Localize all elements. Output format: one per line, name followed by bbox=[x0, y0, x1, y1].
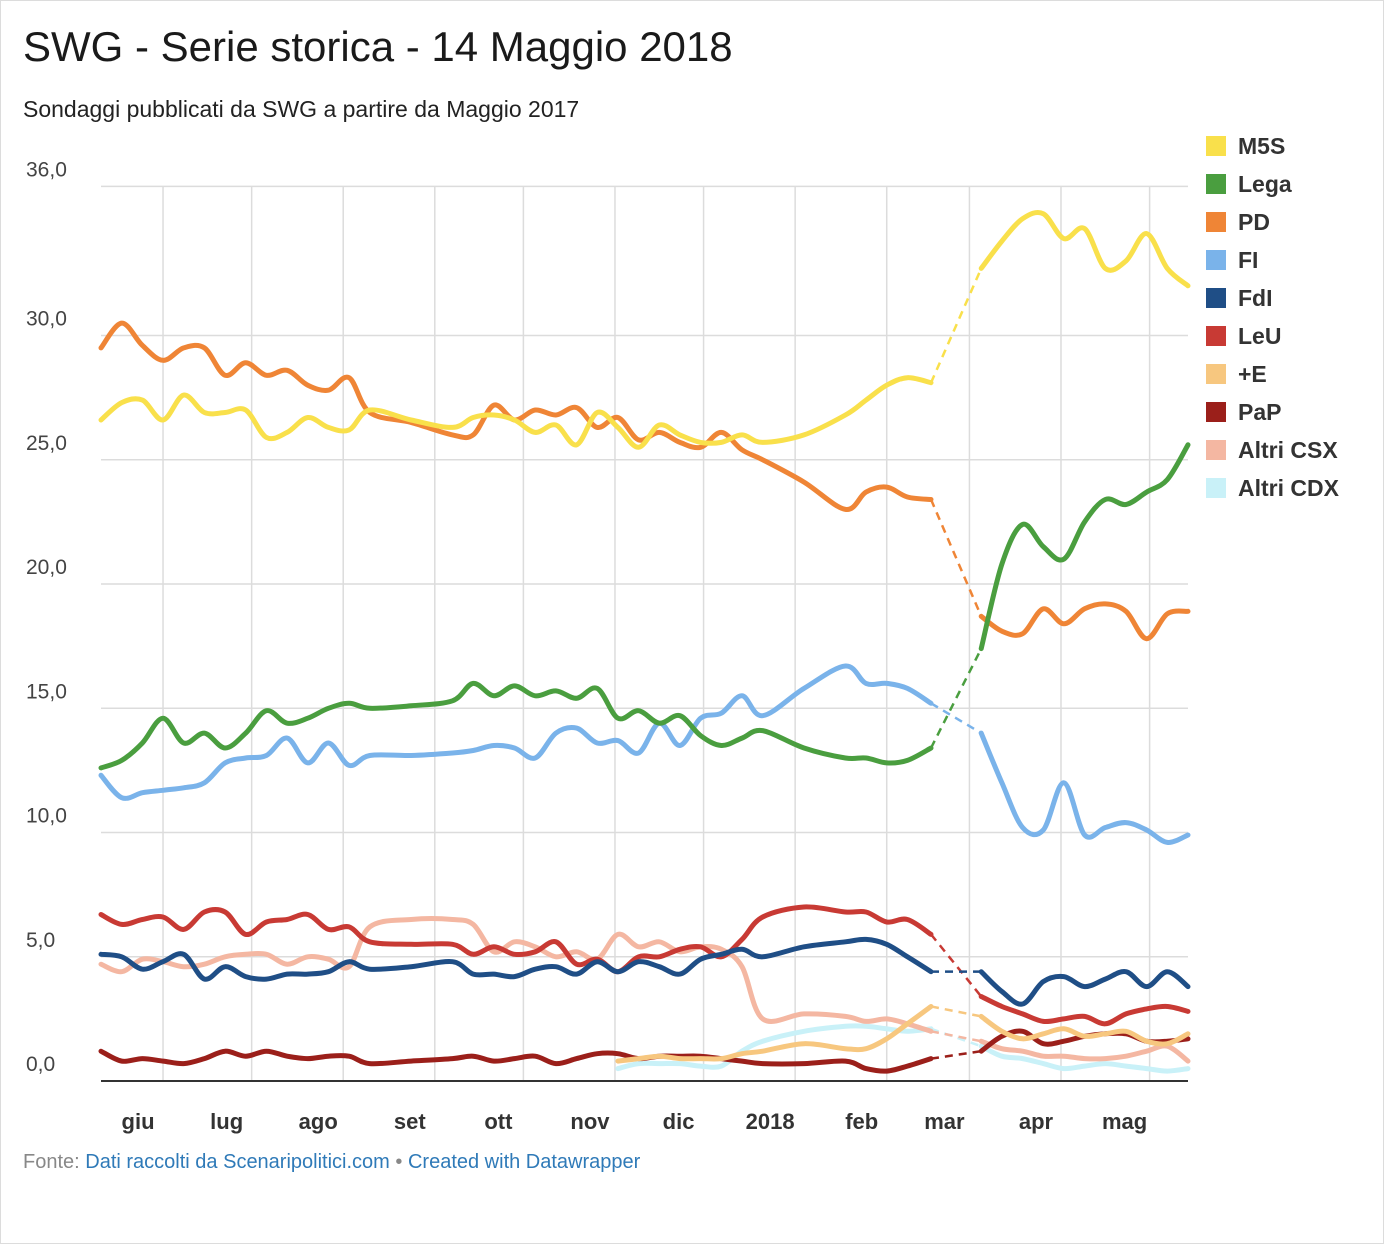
series-line-fdi bbox=[98, 936, 934, 982]
legend-label: LeU bbox=[1238, 322, 1282, 349]
gridlines bbox=[101, 185, 1188, 1081]
legend-swatch bbox=[1206, 402, 1226, 422]
series-line-m5s-after bbox=[978, 209, 1191, 289]
series-line-fi-after bbox=[978, 730, 1191, 845]
x-axis-ticks: giu lug ago set ott nov dic 2018 feb mar apr mag bbox=[122, 1109, 1148, 1134]
legend-swatch bbox=[1206, 288, 1226, 308]
legend-label: Altri CDX bbox=[1238, 474, 1339, 501]
series-gap-lega bbox=[929, 648, 983, 749]
legend-item-lega: Lega bbox=[1206, 165, 1339, 203]
series-gap-m5s bbox=[929, 267, 983, 384]
legend-item-e: +E bbox=[1206, 355, 1339, 393]
series-line-e-after bbox=[978, 1013, 1191, 1047]
x-tick-label: dic bbox=[663, 1109, 695, 1134]
legend-label: M5S bbox=[1238, 132, 1286, 159]
series-line-lega bbox=[98, 680, 934, 771]
series-line-fi bbox=[98, 663, 934, 801]
y-axis-ticks: 0,0 5,0 10,0 15,0 20,0 25,0 30,0 36,0 bbox=[26, 158, 67, 1076]
footer: Fonte: Dati raccolti da Scenaripolitici.… bbox=[23, 1151, 640, 1174]
x-tick-label: ott bbox=[484, 1109, 513, 1134]
legend-swatch bbox=[1206, 478, 1226, 498]
legend-label: Lega bbox=[1238, 170, 1292, 197]
y-tick-label: 0,0 bbox=[26, 1053, 55, 1076]
series-line-leu bbox=[98, 904, 934, 975]
legend-item-pap: PaP bbox=[1206, 393, 1339, 431]
footer-prefix: Fonte: bbox=[23, 1151, 80, 1173]
x-tick-label: set bbox=[394, 1109, 426, 1134]
series-line-altri-cdx-after bbox=[978, 1043, 1191, 1074]
x-tick-label: apr bbox=[1019, 1109, 1054, 1134]
series-lines bbox=[98, 209, 1191, 1074]
series-line-pd-after bbox=[978, 601, 1191, 642]
series-gap-altri-cdx bbox=[930, 1027, 982, 1048]
series-gap-fi bbox=[930, 702, 982, 735]
footer-separator: • bbox=[395, 1151, 403, 1173]
legend-swatch bbox=[1206, 364, 1226, 384]
x-tick-label: 2018 bbox=[746, 1109, 795, 1134]
legend-item-altri-cdx: Altri CDX bbox=[1206, 469, 1339, 507]
legend-item-altri-csx: Altri CSX bbox=[1206, 431, 1339, 469]
series-line-fdi-after bbox=[978, 969, 1191, 1007]
chart-subtitle: Sondaggi pubblicati da SWG a partire da … bbox=[23, 96, 580, 122]
x-tick-label: lug bbox=[210, 1109, 243, 1134]
legend-item-leu: LeU bbox=[1206, 317, 1339, 355]
legend-label: PD bbox=[1238, 208, 1270, 235]
legend-item-fi: FI bbox=[1206, 241, 1339, 279]
x-tick-label: giu bbox=[122, 1109, 155, 1134]
y-tick-label: 25,0 bbox=[26, 432, 67, 455]
line-chart: 0,0 5,0 10,0 15,0 20,0 25,0 30,0 36,0 giu lug ago… bbox=[26, 158, 1191, 1134]
legend-label: PaP bbox=[1238, 398, 1282, 425]
series-line-e bbox=[615, 1004, 934, 1064]
legend-label: FI bbox=[1238, 246, 1259, 273]
series-line-altri-cdx bbox=[615, 1023, 934, 1072]
legend-label: +E bbox=[1238, 360, 1267, 387]
x-tick-label: nov bbox=[570, 1109, 610, 1134]
y-tick-label: 10,0 bbox=[26, 805, 67, 828]
legend-item-m5s: M5S bbox=[1206, 127, 1339, 165]
legend-swatch bbox=[1206, 326, 1226, 346]
x-tick-label: ago bbox=[299, 1109, 338, 1134]
x-tick-label: mar bbox=[924, 1109, 965, 1134]
series-line-altri-csx bbox=[98, 916, 934, 1034]
y-tick-label: 5,0 bbox=[26, 929, 55, 952]
series-gap-e bbox=[930, 1005, 982, 1018]
series-line-lega-after bbox=[978, 442, 1191, 652]
series-gap-pap bbox=[930, 1049, 982, 1060]
series-line-pap bbox=[98, 1048, 934, 1074]
legend-label: Altri CSX bbox=[1238, 436, 1338, 463]
x-tick-label: feb bbox=[845, 1109, 878, 1134]
series-line-m5s bbox=[98, 375, 934, 450]
series-gap-leu bbox=[930, 933, 983, 998]
source-link[interactable]: Dati raccolti da Scenaripolitici.com bbox=[85, 1151, 390, 1173]
legend-swatch bbox=[1206, 250, 1226, 270]
series-line-leu-after bbox=[978, 994, 1191, 1027]
credit-link[interactable]: Created with Datawrapper bbox=[407, 1151, 641, 1173]
chart-title: SWG - Serie storica - 14 Maggio 2018 bbox=[23, 23, 733, 70]
legend-swatch bbox=[1206, 136, 1226, 156]
y-tick-label: 36,0 bbox=[26, 158, 67, 181]
series-gap-pd bbox=[929, 499, 983, 617]
legend-swatch bbox=[1206, 174, 1226, 194]
legend: M5S Lega PD FI FdI LeU +E PaP Altri CSX Altri CDX bbox=[1206, 127, 1339, 507]
y-tick-label: 30,0 bbox=[26, 308, 67, 331]
legend-label: FdI bbox=[1238, 284, 1273, 311]
y-tick-label: 20,0 bbox=[26, 556, 67, 579]
legend-item-pd: PD bbox=[1206, 203, 1339, 241]
legend-swatch bbox=[1206, 440, 1226, 460]
legend-item-fdi: FdI bbox=[1206, 279, 1339, 317]
series-line-altri-csx-after bbox=[978, 1038, 1191, 1064]
y-tick-label: 15,0 bbox=[26, 680, 67, 703]
series-line-pd bbox=[98, 320, 934, 512]
series-gap-altri-csx bbox=[930, 1030, 982, 1043]
x-tick-label: mag bbox=[1102, 1109, 1147, 1134]
legend-swatch bbox=[1206, 212, 1226, 232]
